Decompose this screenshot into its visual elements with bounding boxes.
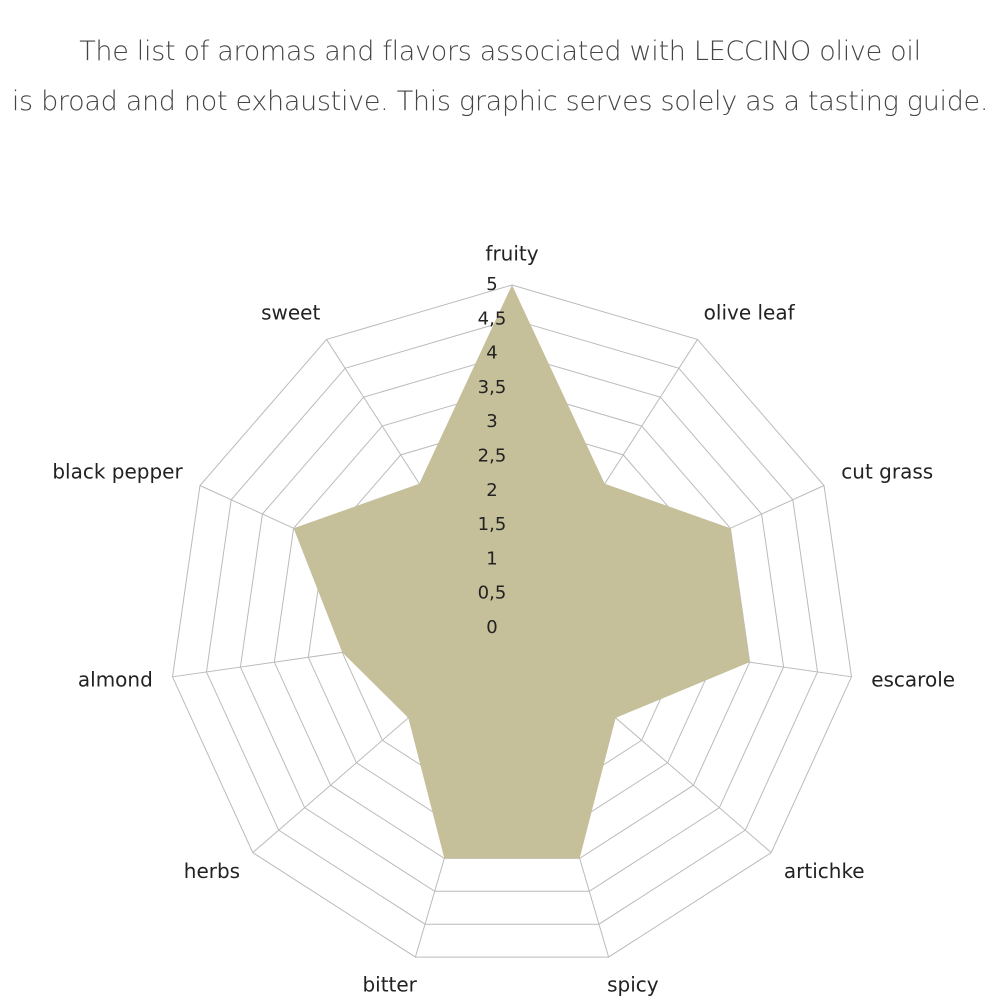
- category-label: cut grass: [841, 460, 933, 484]
- grid-ring: [171, 284, 853, 958]
- tick-label: 4,5: [478, 308, 507, 329]
- tick-label: 1,5: [478, 514, 507, 535]
- category-label: almond: [78, 668, 153, 692]
- tick-label: 1: [486, 548, 497, 569]
- category-label: herbs: [184, 859, 240, 883]
- grid-ring: [239, 353, 785, 892]
- tick-label: 5: [486, 274, 497, 295]
- category-label: olive leaf: [704, 301, 796, 325]
- tick-label: 3,5: [478, 377, 507, 398]
- tick-label: 2: [486, 480, 497, 501]
- category-label: sweet: [261, 301, 320, 325]
- tick-label: 0,5: [478, 583, 507, 604]
- category-label: spicy: [607, 972, 659, 996]
- category-label: fruity: [485, 242, 538, 266]
- title-line: is broad and not exhaustive. This graphi…: [11, 86, 989, 117]
- category-label: bitter: [362, 972, 417, 996]
- category-label: escarole: [871, 668, 955, 692]
- tick-label: 4: [486, 343, 497, 364]
- title-line: The list of aromas and flavors associate…: [79, 36, 921, 67]
- tick-label: 3: [486, 411, 497, 432]
- category-label: black pepper: [52, 460, 183, 484]
- tick-label: 0: [486, 617, 497, 638]
- category-label: artichke: [784, 859, 865, 883]
- radar-area: [293, 285, 750, 859]
- tick-label: 2,5: [478, 446, 507, 467]
- grid-ring: [205, 318, 819, 925]
